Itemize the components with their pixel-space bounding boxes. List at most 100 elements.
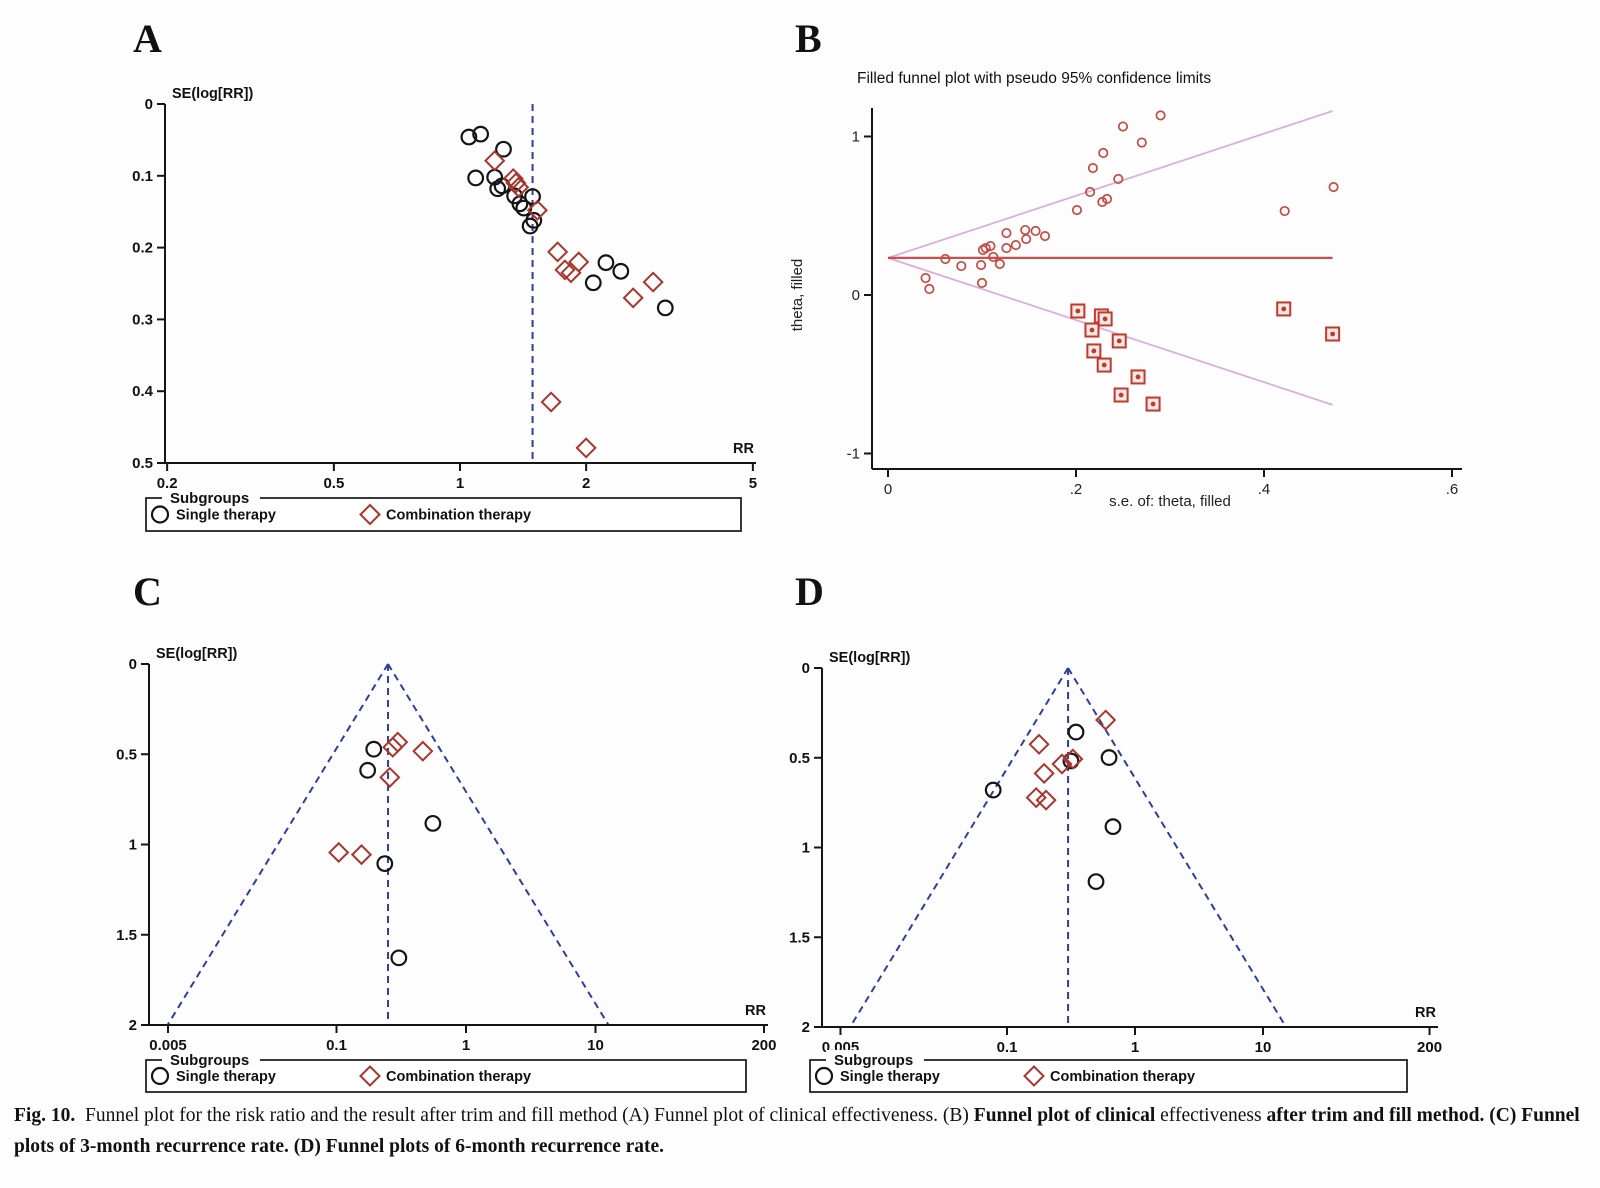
panel-D: D0.005 0.1 1 10 20000.511.52SE(log[RR])RRSub… — [789, 569, 1442, 1093]
single-therapy-point — [359, 761, 377, 779]
x-tick-label: 10 — [587, 1037, 604, 1054]
single-therapy-point — [984, 781, 1002, 799]
combination-therapy-point — [547, 241, 569, 263]
single-therapy-point — [1087, 873, 1105, 891]
y-axis-label: SE(log[RR]) — [156, 646, 238, 662]
imputed-study-dot — [1150, 401, 1156, 407]
combination-therapy-point — [1028, 733, 1050, 755]
single-therapy-point — [472, 125, 490, 143]
observed-study-point — [1030, 225, 1041, 237]
combination-therapy-point — [1035, 789, 1057, 811]
caption-segment-4: after trim and fill method. (C) Funnel p… — [14, 1105, 1580, 1158]
legend-diamond-icon — [359, 1065, 381, 1087]
observed-study-point — [980, 243, 991, 254]
y-tick-label: 1.5 — [116, 927, 137, 944]
single-therapy-point — [390, 949, 408, 967]
observed-study-point — [976, 259, 987, 271]
observed-study-point — [994, 258, 1005, 269]
x-tick-label: 0.005 — [149, 1037, 187, 1054]
combination-therapy-point — [484, 150, 506, 172]
observed-study-point — [1085, 186, 1096, 198]
observed-study-point — [1098, 147, 1109, 159]
single-therapy-point — [495, 140, 512, 158]
x-axis-label: RR — [745, 1003, 766, 1019]
legend-circle-icon — [814, 1066, 834, 1086]
pseudo-ci-upper — [887, 110, 1333, 259]
single-therapy-point — [597, 254, 615, 272]
observed-study-point — [920, 272, 931, 284]
funnel-left-limit — [849, 667, 1069, 1028]
imputed-study-dot — [1281, 306, 1287, 312]
y-tick-label: 0.5 — [116, 746, 137, 763]
x-tick-label: 0.2 — [157, 475, 178, 492]
combination-therapy-point — [554, 259, 576, 281]
imputed-study-dot — [1102, 316, 1108, 322]
y-tick-label: 0.5 — [132, 455, 153, 472]
observed-study-point — [1101, 193, 1113, 204]
x-tick-label: 1 — [456, 475, 464, 492]
observed-study-point — [1010, 240, 1021, 251]
imputed-study-dot — [1091, 348, 1097, 354]
caption-segment-1: Funnel plot for the risk ratio and the r… — [75, 1105, 974, 1126]
imputed-study-dot — [1089, 327, 1095, 333]
y-tick-label: 0.4 — [132, 383, 154, 400]
y-tick-label: 0.2 — [132, 240, 153, 257]
observed-study-point — [1155, 110, 1166, 121]
observed-study-point — [985, 240, 996, 252]
legend-item-label: Single therapy — [176, 1069, 276, 1085]
funnel-right-limit — [1067, 667, 1287, 1028]
combination-therapy-point — [507, 176, 530, 198]
x-tick-label: .6 — [1446, 481, 1459, 498]
y-tick-label: 2 — [129, 1017, 137, 1034]
combination-therapy-point — [412, 740, 434, 762]
x-axis-label: RR — [733, 441, 754, 457]
legend-item-label: Single therapy — [840, 1069, 940, 1085]
single-therapy-point — [521, 217, 539, 235]
panel-C: C 0.005 0.1 1 10 200 0 0.5 1 1.5 2 SE(log[RR]) RR Sub… — [116, 569, 776, 1093]
funnel-left-limit — [166, 663, 389, 1026]
panel-letter-B: B — [795, 16, 822, 61]
y-tick-label: 2 — [802, 1019, 810, 1036]
imputed-study-dot — [1101, 362, 1107, 368]
x-tick-label: 0.1 — [326, 1037, 347, 1054]
legend-diamond-icon — [1023, 1065, 1045, 1087]
observed-study-point — [1328, 182, 1339, 193]
observed-study-point — [1279, 205, 1290, 217]
x-tick-label: .2 — [1070, 481, 1083, 498]
x-tick-label: 5 — [749, 475, 757, 492]
observed-study-point — [1001, 227, 1012, 239]
combination-therapy-point — [526, 199, 549, 221]
imputed-study-dot — [1118, 392, 1124, 398]
x-tick-label: 200 — [1417, 1039, 1442, 1056]
combination-therapy-point — [502, 168, 524, 190]
caption-segment-3: effectiveness — [1160, 1105, 1267, 1126]
single-therapy-point — [1100, 749, 1118, 766]
single-therapy-point — [656, 299, 674, 317]
legend-title: Subgroups — [170, 1052, 249, 1069]
single-therapy-point — [1062, 752, 1080, 770]
y-tick-label: 0.3 — [132, 311, 153, 328]
pseudo-ci-lower — [887, 257, 1333, 406]
single-therapy-point — [524, 188, 541, 206]
observed-study-point — [1113, 173, 1124, 185]
x-axis-label: s.e. of: theta, filled — [1109, 493, 1231, 510]
y-tick-label: 0.5 — [789, 750, 810, 767]
observed-study-point — [924, 283, 935, 295]
combination-therapy-point — [1095, 709, 1117, 731]
combination-therapy-point — [575, 437, 597, 459]
imputed-study-dot — [1330, 331, 1336, 337]
legend-circle-icon — [150, 505, 170, 524]
x-tick-label: .4 — [1258, 481, 1271, 498]
observed-study-point — [976, 277, 988, 289]
panel-letter-C: C — [133, 569, 162, 614]
observed-study-point — [1001, 243, 1012, 254]
single-therapy-point — [612, 262, 630, 280]
observed-study-point — [956, 260, 967, 272]
funnel-right-limit — [387, 663, 610, 1026]
single-therapy-point — [584, 274, 602, 292]
y-tick-label: 0.1 — [132, 168, 153, 185]
single-therapy-point — [1104, 818, 1122, 836]
combination-therapy-point — [1062, 748, 1084, 770]
combination-therapy-point — [1033, 762, 1055, 784]
